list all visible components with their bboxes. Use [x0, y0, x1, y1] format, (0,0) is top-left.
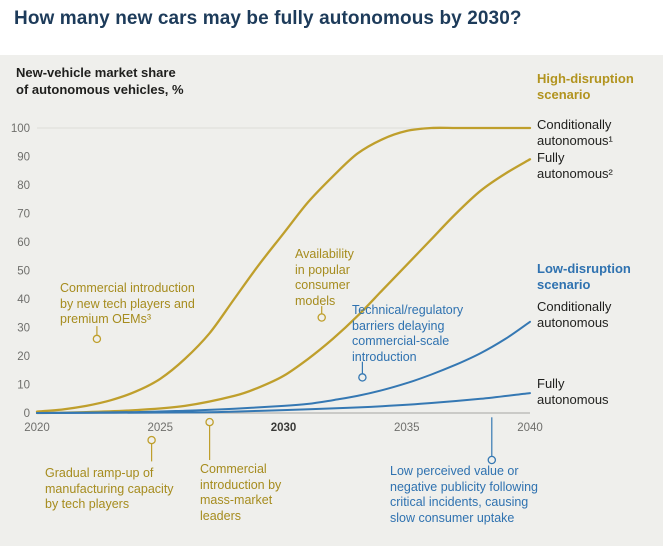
legend-high-conditionally-autonomous: Conditionally autonomous¹ [537, 117, 613, 148]
callout-technical-regulatory-barriers: Technical/regulatory barriers delaying c… [352, 303, 464, 364]
legend-low-conditionally-autonomous: Conditionally autonomous [537, 299, 612, 330]
y-axis-label: New-vehicle market share of autonomous v… [16, 65, 184, 97]
callout-low-perceived-value: Low perceived value or negative publicit… [390, 464, 539, 525]
legend-high-fully-autonomous: Fully autonomous² [537, 150, 613, 181]
page-title: How many new cars may be fully autonomou… [14, 8, 522, 29]
callout-gradual-ramp-up: Gradual ramp-up of manufacturing capacit… [45, 466, 174, 511]
legend-low-fully-autonomous: Fully autonomous [537, 376, 609, 407]
callout-availability-consumer-models: Availability in popular consumer models [295, 247, 354, 308]
callout-commercial-introduction-tech-players: Commercial introduction by new tech play… [60, 281, 195, 326]
legend-low-disruption-scenario: Low-disruption scenario [537, 261, 631, 292]
callout-mass-market-introduction: Commercial introduction by mass-market l… [200, 462, 282, 523]
legend-high-disruption-scenario: High-disruption scenario [537, 71, 634, 102]
